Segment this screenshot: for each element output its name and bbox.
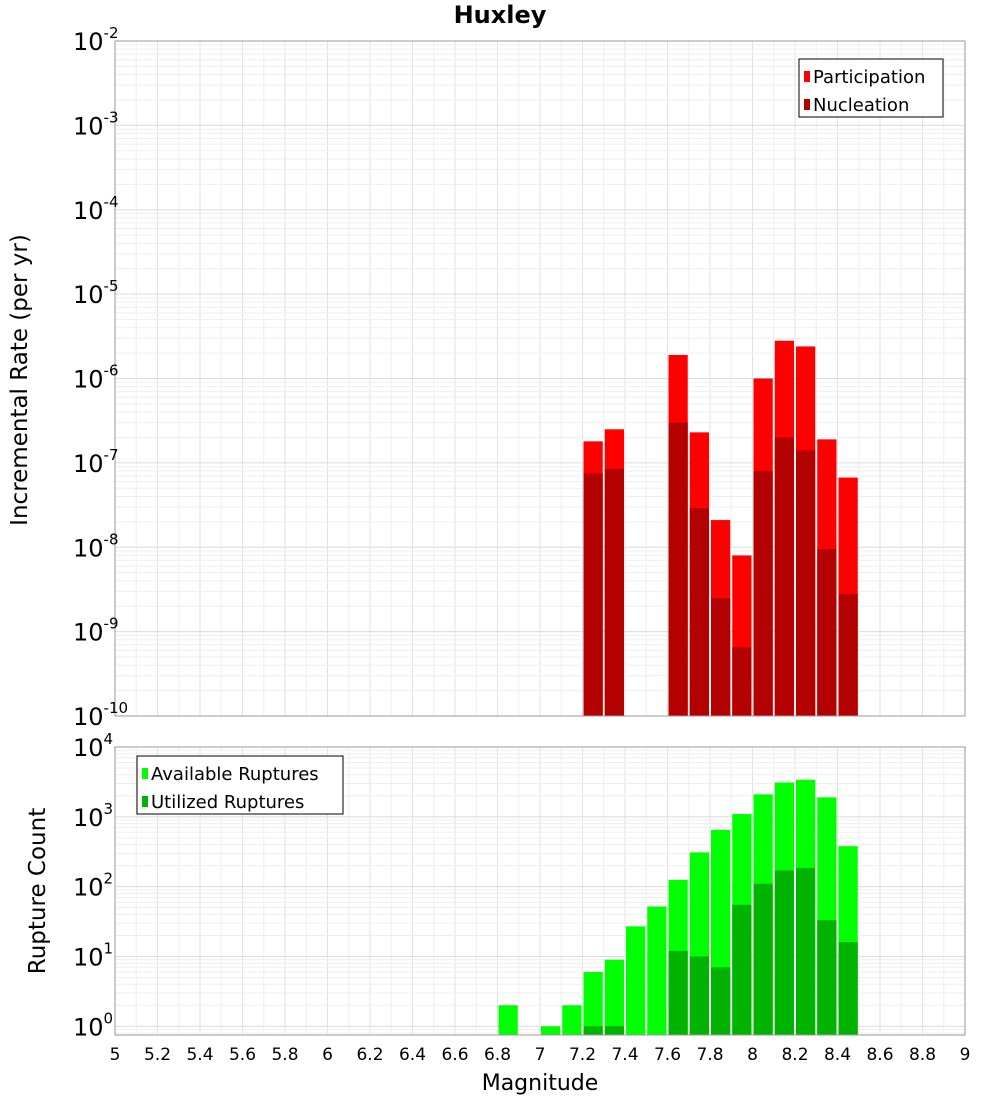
count-bar-outer: [562, 1005, 582, 1035]
count-y-tick-label: 104: [73, 730, 113, 762]
count-bar-inner: [753, 883, 773, 1035]
count-panel: 104 103 102 101 100 5 5.2 5.4 5.6 5.8 6 6.2 6.4 6.6 6.…: [73, 730, 970, 1065]
count-bar-outer: [583, 971, 603, 1035]
x-tick-label: 7.8: [696, 1045, 723, 1065]
count-bar-inner: [774, 870, 794, 1035]
rate-y-tick-label: 10-2: [73, 24, 119, 56]
x-tick-label: 8.6: [866, 1045, 893, 1065]
count-bar-outer: [626, 926, 646, 1035]
rate-legend-label: Participation: [813, 67, 925, 88]
rate-y-axis-label: Incremental Rate (per yr): [7, 234, 33, 526]
count-bar-inner: [583, 1026, 603, 1035]
x-tick-label: 6.8: [484, 1045, 511, 1065]
x-tick-label: 9: [960, 1045, 971, 1065]
x-tick-label: 5: [110, 1045, 121, 1065]
count-legend: Available Ruptures Utilized Ruptures: [136, 755, 344, 815]
x-tick-label: 5.6: [229, 1045, 256, 1065]
x-tick-label: 8.8: [909, 1045, 936, 1065]
chart-title: Huxley: [454, 1, 547, 29]
rate-bar-inner: [711, 598, 731, 716]
rate-bar-inner: [732, 647, 752, 716]
count-y-tick-label: 102: [73, 870, 113, 902]
rate-plot-frame: [114, 40, 966, 717]
x-axis-label: Magnitude: [482, 1071, 599, 1096]
count-y-tick-label: 101: [73, 939, 113, 971]
rate-legend: Participation Nucleation: [798, 58, 944, 118]
x-tick-label: 7.2: [569, 1045, 596, 1065]
x-tick-label: 7.4: [611, 1045, 638, 1065]
rate-legend-box: [798, 58, 944, 118]
rate-y-tick-label: 10-8: [73, 530, 119, 562]
count-bar-inner: [838, 942, 858, 1035]
count-plot-frame: [114, 746, 966, 1036]
x-tick-label: 5.2: [144, 1045, 171, 1065]
count-bar-outer: [647, 906, 667, 1035]
count-legend-label: Available Ruptures: [151, 764, 319, 785]
count-bar-outer: [498, 1005, 518, 1035]
rate-y-tick-label: 10-10: [73, 699, 128, 731]
x-tick-label: 5.4: [186, 1045, 213, 1065]
rate-y-tick-label: 10-6: [73, 362, 119, 394]
rate-bar-inner: [774, 437, 794, 716]
count-y-axis-label: Rupture Count: [25, 808, 51, 974]
rate-legend-swatch: [804, 71, 810, 82]
x-tick-label: 6.4: [399, 1045, 426, 1065]
count-bar-inner: [604, 1026, 624, 1035]
count-bar-inner: [732, 904, 752, 1035]
count-legend-swatch: [142, 796, 148, 807]
count-bar-inner: [668, 950, 688, 1035]
rate-y-tick-label: 10-9: [73, 615, 119, 647]
rate-bar-inner: [583, 473, 603, 716]
count-bar-outer: [604, 959, 624, 1035]
rate-bar-inner: [796, 450, 816, 716]
rate-bar-inner: [838, 593, 858, 716]
count-legend-box: [136, 755, 344, 815]
x-tick-label: 5.8: [271, 1045, 298, 1065]
rate-bar-inner: [817, 549, 837, 716]
rate-y-tick-label: 10-5: [73, 277, 119, 309]
x-tick-label: 8.4: [824, 1045, 851, 1065]
x-tick-label: 6: [322, 1045, 333, 1065]
count-bar-inner: [689, 956, 709, 1035]
rate-legend-swatch: [804, 99, 810, 110]
count-bar-inner: [817, 920, 837, 1035]
count-legend-label: Utilized Ruptures: [151, 792, 304, 813]
count-legend-swatch: [142, 768, 148, 779]
rate-y-tick-label: 10-3: [73, 108, 119, 140]
rate-bar-inner: [604, 468, 624, 716]
x-tick-label: 8.2: [781, 1045, 808, 1065]
rate-y-tick-label: 10-7: [73, 446, 119, 478]
rate-bar-inner: [753, 471, 773, 716]
count-bar-outer: [541, 1026, 561, 1035]
rate-legend-label: Nucleation: [813, 95, 909, 116]
rate-bar-inner: [689, 508, 709, 716]
count-bar-inner: [711, 967, 731, 1035]
x-tick-label: 7.6: [654, 1045, 681, 1065]
count-bar-inner: [796, 867, 816, 1035]
count-y-tick-label: 100: [73, 1009, 113, 1041]
x-tick-label: 8: [747, 1045, 758, 1065]
rate-y-tick-label: 10-4: [73, 193, 119, 225]
rate-panel: 10-2 10-3 10-4 10-5 10-6 10-7 10-8 10-9 10-10 Par…: [73, 24, 966, 731]
rate-bar-inner: [668, 422, 688, 716]
x-tick-label: 7: [535, 1045, 546, 1065]
count-y-tick-label: 103: [73, 800, 113, 832]
x-tick-label: 6.6: [441, 1045, 468, 1065]
x-tick-label: 6.2: [356, 1045, 383, 1065]
